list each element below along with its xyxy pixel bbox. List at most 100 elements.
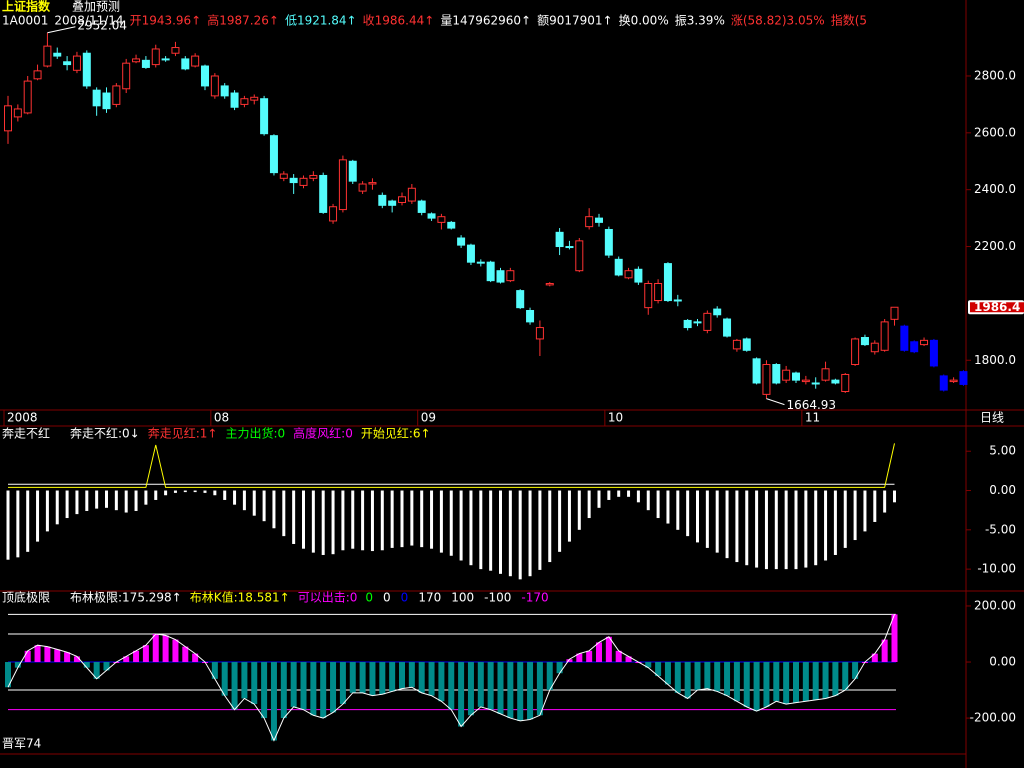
bar xyxy=(863,490,867,532)
bar xyxy=(123,656,130,663)
x-tick-label: 09 xyxy=(421,411,436,425)
bar xyxy=(114,490,118,511)
y-tick-label: 0.00 xyxy=(989,655,1016,669)
bar xyxy=(646,490,650,511)
candle-body xyxy=(407,187,416,202)
bar xyxy=(233,490,237,505)
bar xyxy=(743,662,750,707)
bar xyxy=(625,656,632,663)
bar xyxy=(282,490,286,537)
bar xyxy=(439,490,443,553)
candle-body xyxy=(949,379,958,383)
bar xyxy=(449,490,453,556)
candle-body xyxy=(210,75,219,97)
bar xyxy=(617,490,621,497)
candle-body xyxy=(654,282,663,302)
candle-body xyxy=(466,244,475,263)
candle-body xyxy=(53,52,62,57)
bar xyxy=(477,662,484,707)
bar xyxy=(24,650,31,663)
header-quote: 涨(58.82)3.05% xyxy=(731,13,825,28)
candle-body xyxy=(417,200,426,213)
candle-body xyxy=(821,368,830,381)
candle-body xyxy=(269,135,278,174)
candle-body xyxy=(181,58,190,70)
bar xyxy=(745,490,749,566)
bar xyxy=(73,656,80,663)
candle-body xyxy=(673,299,682,302)
line xyxy=(8,443,895,488)
candle-body xyxy=(476,261,485,264)
bar xyxy=(361,490,365,551)
candle-body xyxy=(693,321,702,324)
bar xyxy=(55,490,59,525)
bar xyxy=(45,490,49,532)
bar xyxy=(459,490,463,561)
bar xyxy=(389,662,396,692)
bar xyxy=(489,490,493,571)
bar xyxy=(458,662,465,727)
candle-body xyxy=(72,55,81,71)
bar xyxy=(804,490,808,568)
header-quote: 指数(5 xyxy=(831,13,867,28)
bar xyxy=(182,646,189,663)
bar xyxy=(64,652,71,663)
bar xyxy=(556,662,563,674)
bar xyxy=(705,490,709,548)
candle-body xyxy=(634,268,643,283)
x-tick-label: 10 xyxy=(608,411,623,425)
bar xyxy=(566,659,573,663)
reference-legend: 0 xyxy=(383,591,391,605)
candle-body xyxy=(329,206,338,222)
candle-body xyxy=(851,338,860,366)
bar xyxy=(527,662,534,720)
candle-body xyxy=(398,196,406,203)
bar xyxy=(65,490,69,519)
bar xyxy=(507,662,514,719)
header-mode: 叠加预测 xyxy=(72,0,120,14)
candle-body xyxy=(13,108,22,118)
bar xyxy=(853,490,857,541)
candle-body xyxy=(368,182,377,185)
bar xyxy=(252,490,256,516)
bar xyxy=(784,490,788,570)
bar xyxy=(251,662,258,705)
bar xyxy=(487,662,494,710)
bar xyxy=(448,662,455,710)
bar xyxy=(636,490,640,503)
candle-body xyxy=(614,258,623,276)
candle-body xyxy=(132,58,141,63)
bar xyxy=(223,490,227,500)
candle-body xyxy=(201,65,209,87)
candle-body xyxy=(220,85,229,97)
bar xyxy=(577,490,581,530)
bar xyxy=(438,662,445,702)
candle-body xyxy=(63,61,72,66)
bar xyxy=(410,490,414,546)
bar xyxy=(272,490,276,529)
bar xyxy=(479,490,483,570)
reference-legend: 170 xyxy=(418,591,441,605)
candle-body xyxy=(782,369,791,381)
bar xyxy=(390,490,394,548)
bar xyxy=(873,490,877,522)
candle-body xyxy=(604,228,613,256)
candle-body xyxy=(703,312,712,331)
bar xyxy=(725,490,729,559)
bar xyxy=(871,653,878,663)
candle-body xyxy=(141,59,150,68)
candle-body xyxy=(624,270,633,279)
bar xyxy=(349,662,356,693)
candle-body xyxy=(644,282,653,309)
candle-body xyxy=(516,290,525,309)
candle-body xyxy=(723,318,732,337)
candle-body xyxy=(585,216,594,228)
candle-body xyxy=(742,338,751,351)
candle-body xyxy=(792,372,800,381)
bar xyxy=(154,490,158,500)
candle-body xyxy=(959,371,968,385)
candle-body xyxy=(388,200,397,206)
candle-body xyxy=(801,379,810,383)
bar xyxy=(331,490,335,555)
bar xyxy=(538,490,542,570)
